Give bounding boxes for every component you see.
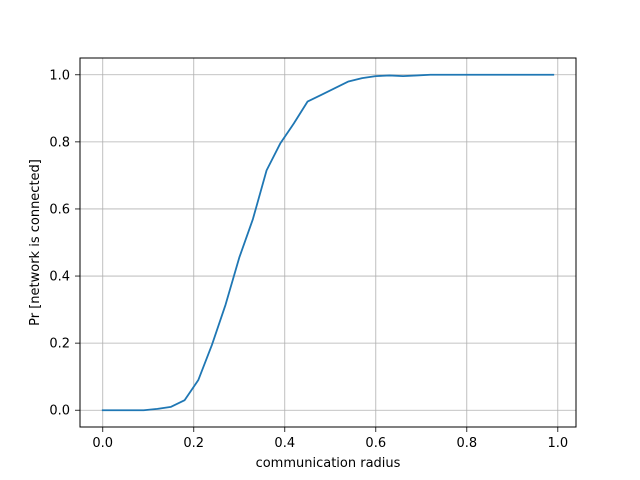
y-tick-label: 0.4 — [49, 270, 70, 285]
x-tick-label: 0.8 — [456, 436, 477, 451]
x-tick-label: 0.0 — [92, 436, 113, 451]
x-axis-label: communication radius — [256, 456, 401, 471]
series-line — [101, 73, 555, 412]
grid-layer — [80, 58, 576, 427]
plot-frame — [79, 57, 577, 428]
y-axis-label: Pr [network is connected] — [28, 159, 43, 326]
x-tick-label: 0.6 — [365, 436, 386, 451]
x-tick-label: 1.0 — [547, 436, 568, 451]
y-tick-label: 0.2 — [49, 337, 70, 352]
x-tick-label: 0.4 — [274, 436, 295, 451]
y-tick-label: 1.0 — [49, 68, 70, 83]
y-tick-label: 0.6 — [49, 202, 70, 217]
x-tick-label: 0.2 — [183, 436, 204, 451]
y-tick-label: 0.0 — [49, 404, 70, 419]
tick-layer: 0.0 0.2 0.4 0.6 0.8 1.0 0.0 0.2 0.4 0.6 0.8 1.0 — [49, 68, 568, 451]
series-layer — [101, 73, 555, 412]
y-tick-label: 0.8 — [49, 135, 70, 150]
